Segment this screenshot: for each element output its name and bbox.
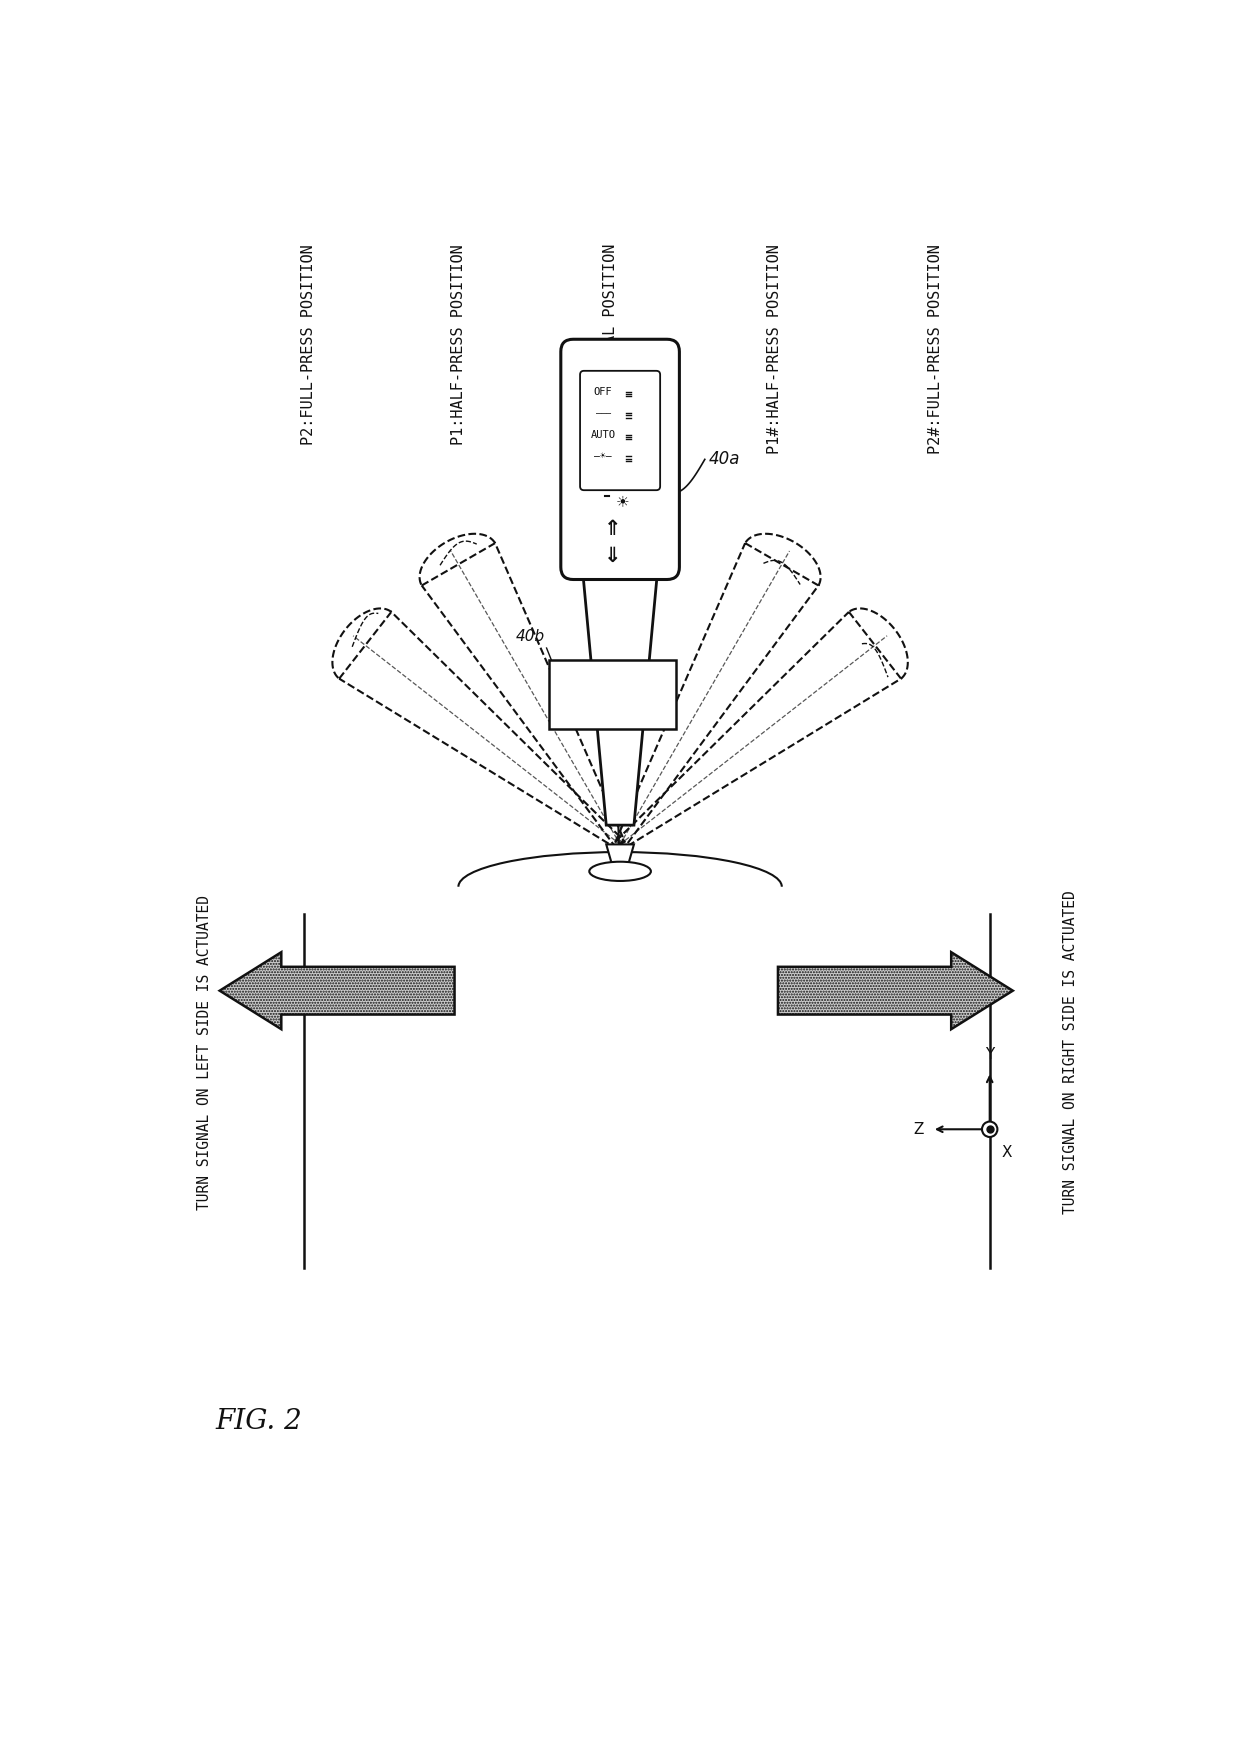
Text: 40a: 40a [708, 451, 740, 469]
FancyBboxPatch shape [560, 340, 680, 580]
Text: ⇑: ⇑ [604, 518, 621, 539]
FancyArrow shape [219, 951, 455, 1029]
Text: X: X [1001, 1145, 1012, 1159]
FancyBboxPatch shape [549, 659, 676, 729]
Ellipse shape [589, 862, 651, 881]
Text: TURN SIGNAL ON RIGHT SIDE IS ACTUATED: TURN SIGNAL ON RIGHT SIDE IS ACTUATED [1063, 890, 1078, 1214]
Text: ☀: ☀ [615, 493, 629, 509]
Ellipse shape [982, 1122, 997, 1136]
FancyBboxPatch shape [580, 370, 660, 490]
Text: ⇓: ⇓ [604, 546, 621, 566]
Text: P2#:FULL-PRESS POSITION: P2#:FULL-PRESS POSITION [929, 243, 944, 453]
Text: P1:HALF-PRESS POSITION: P1:HALF-PRESS POSITION [451, 243, 466, 444]
Text: LEVER POSITION
DETECTOR: LEVER POSITION DETECTOR [560, 680, 665, 708]
Text: TURN SIGNAL ON LEFT SIDE IS ACTUATED: TURN SIGNAL ON LEFT SIDE IS ACTUATED [197, 895, 212, 1210]
Text: P2:FULL-PRESS POSITION: P2:FULL-PRESS POSITION [301, 243, 316, 444]
Text: ―――: ――― [595, 409, 610, 418]
FancyArrow shape [777, 951, 1013, 1029]
Text: P1#:HALF-PRESS POSITION: P1#:HALF-PRESS POSITION [766, 243, 781, 453]
Text: ―☀―: ―☀― [594, 451, 613, 462]
Text: FIG. 2: FIG. 2 [216, 1408, 303, 1436]
Text: Z: Z [914, 1122, 924, 1136]
Text: P0:NEUTRAL POSITION: P0:NEUTRAL POSITION [604, 243, 619, 418]
Text: 40b: 40b [516, 629, 546, 645]
Text: OFF: OFF [594, 386, 613, 396]
Text: Y: Y [985, 1047, 994, 1062]
Polygon shape [582, 560, 658, 825]
Text: AUTO: AUTO [590, 430, 615, 440]
Polygon shape [606, 844, 634, 872]
